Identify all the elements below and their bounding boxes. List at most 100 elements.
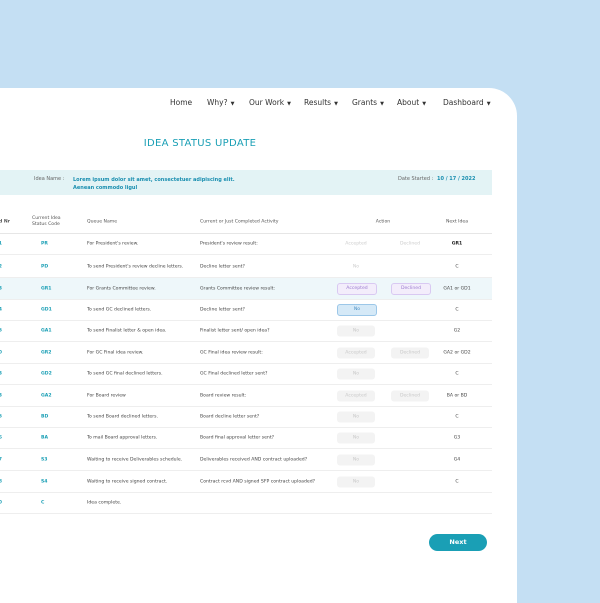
nav-label[interactable]: Why? (207, 98, 228, 107)
row-divider (0, 470, 492, 471)
nav-link[interactable]: Our Work ▼ (249, 98, 291, 107)
row-divider (0, 384, 492, 385)
action-button[interactable]: Accepted (337, 238, 375, 250)
activity: Contract rcvd AND signed SFP contract up… (200, 479, 316, 485)
status-code: PR (41, 241, 48, 247)
next-idea: BA or BD (446, 393, 468, 399)
next-idea: C (455, 307, 459, 313)
header: Id Nr (0, 219, 10, 225)
status-code: S4 (41, 479, 48, 485)
action-button[interactable]: Declined (391, 347, 429, 359)
next-idea: GA2 or GD2 (443, 350, 471, 356)
action-button[interactable]: Accepted (337, 390, 375, 402)
nav-link[interactable]: Results ▼ (304, 98, 338, 107)
next-idea: C (455, 479, 459, 485)
id: 1 (0, 241, 2, 247)
header: Current or Just Completed Activity (200, 219, 279, 225)
nav-link[interactable]: Dashboard ▼ (443, 98, 491, 107)
header: Current Idea Status Code (32, 216, 61, 227)
nav-link[interactable]: Why? ▼ (207, 98, 234, 107)
id: 2 (0, 264, 2, 270)
id: 10 (0, 350, 2, 356)
activity: Board review result: (200, 393, 247, 399)
idea-name: Lorem ipsum dolor sit amet, consectetuer… (73, 177, 235, 191)
activity: President's review result: (200, 241, 258, 247)
row-divider (0, 406, 492, 407)
row-divider (0, 320, 492, 321)
next-idea: GR1 (451, 241, 463, 247)
next-button[interactable]: Next (429, 534, 487, 551)
header: Action (375, 219, 391, 225)
action-button[interactable]: No (337, 368, 375, 380)
status-code: GR1 (41, 286, 52, 292)
activity: Grants Committee review result: (200, 286, 275, 292)
id: 3 (0, 286, 2, 292)
status-code: GA1 (41, 328, 52, 334)
next-idea: C (455, 371, 459, 377)
action-button[interactable]: Declined (391, 283, 431, 295)
status-code: BD (41, 414, 49, 420)
info-bar (0, 170, 492, 195)
next-idea: G4 (453, 457, 461, 463)
divider (0, 233, 492, 234)
activity: Board decline letter sent? (200, 414, 260, 420)
caret-icon[interactable]: ▼ (230, 101, 235, 107)
queue-name: Waiting to receive signed contract. (87, 479, 168, 485)
action-button[interactable]: No (337, 476, 375, 488)
activity: Board final approval letter sent? (200, 435, 275, 441)
caret-icon[interactable]: ▼ (380, 101, 384, 107)
action-button[interactable]: No (337, 411, 375, 423)
next-idea: G3 (453, 435, 461, 441)
caret-icon[interactable]: ▼ (422, 101, 427, 107)
next-idea: C (455, 264, 459, 270)
header: Next Idea (445, 219, 469, 225)
nav-label[interactable]: About (397, 98, 420, 107)
caret-icon[interactable]: ▼ (486, 101, 491, 107)
status-code: S3 (41, 457, 48, 463)
id: 13 (0, 371, 2, 377)
id: 4 (0, 307, 2, 313)
nav-label[interactable]: Home (170, 98, 193, 107)
action-button[interactable]: Accepted (337, 347, 375, 359)
nav-label[interactable]: Grants (352, 98, 378, 107)
row-divider (0, 448, 492, 449)
nav-link[interactable]: About ▼ (397, 98, 426, 107)
caret-icon[interactable]: ▼ (334, 101, 338, 107)
activity: GC Final idea review result: (200, 350, 263, 356)
nav-label[interactable]: Our Work (249, 98, 285, 107)
next-idea: GA1 or GD1 (443, 286, 471, 292)
nav-link[interactable]: Home (170, 98, 192, 107)
action-button[interactable]: Declined (391, 390, 429, 402)
queue-name: For GC Final idea review. (87, 350, 144, 356)
queue-name: To send GC declined letters. (87, 307, 152, 313)
nav-label[interactable]: Results (304, 98, 332, 107)
action-button[interactable]: Declined (391, 238, 429, 250)
next-idea: C (455, 414, 459, 420)
header: Queue Name (87, 219, 118, 225)
queue-name: To send Finalist letter & open idea. (87, 328, 167, 334)
action-button[interactable]: No (337, 432, 375, 444)
queue-name: To send Board declined letters. (87, 414, 158, 420)
card: IDEA STATUS UPDATE Idea Name : Lorem ips… (0, 88, 517, 603)
action-button[interactable]: No (337, 454, 375, 466)
id: 20 (0, 500, 2, 506)
nav-label[interactable]: Dashboard (443, 98, 484, 107)
action-button[interactable]: Accepted (337, 283, 377, 295)
date: 10 / 17 / 2022 (437, 176, 476, 182)
caret-icon[interactable]: ▼ (287, 101, 291, 107)
row-divider (0, 427, 492, 428)
status-code: GA2 (41, 393, 52, 399)
action-button[interactable]: No (337, 261, 375, 273)
queue-name: To send President's review decline lette… (87, 264, 184, 270)
next-idea: G2 (453, 328, 461, 334)
row-divider (0, 341, 492, 342)
row-divider (0, 277, 492, 278)
action-button[interactable]: No (337, 304, 377, 316)
row-divider (0, 492, 492, 493)
activity: Finalist letter sent/ open idea? (200, 328, 270, 334)
action-button[interactable]: No (337, 325, 375, 337)
nav-link[interactable]: Grants ▼ (352, 98, 384, 107)
activity: Deliverables received AND contract uploa… (200, 457, 308, 463)
id: 16 (0, 435, 2, 441)
status-code: PD (41, 264, 49, 270)
